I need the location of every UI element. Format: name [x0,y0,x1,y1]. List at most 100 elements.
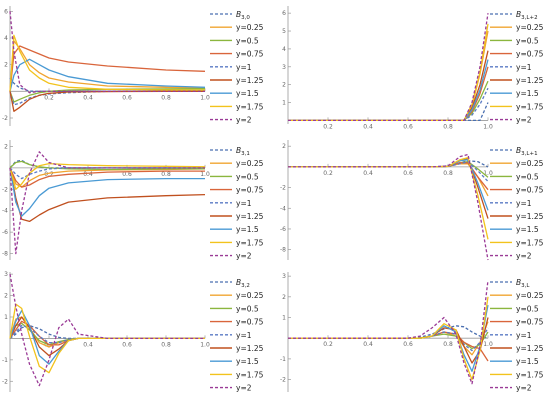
y-tick-label: 6 [4,8,8,15]
legend-title-subscript: 3,L+2 [521,15,537,21]
legend-title: B3,L+2 [516,10,538,21]
legend-label: y=2 [516,252,532,261]
legend-title-letter: B [236,278,241,287]
x-tick-label: 0.2 [44,171,54,178]
legend: B3,L y=0.25 y=0.5 y=0.75 y=1 y=1.25 y=1.5 y=1.7… [490,278,544,393]
legend: B3,L+2 y=0.25 y=0.5 y=0.75 y=1 y=1.25 y=1.5 y=1… [490,10,544,125]
x-tick-label: 0.8 [443,123,453,130]
legend-label: y=0.75 [516,50,544,59]
legend: B3,L+1 y=0.25 y=0.5 y=0.75 y=1 y=1.25 y=1.5 y=1… [490,146,544,261]
series-line-y-0-75 [9,167,205,188]
series-line-y-1-75 [9,162,206,190]
legend-label: y=0.5 [516,172,539,181]
y-tick-label: 3 [4,271,8,278]
legend-label: y=1.25 [236,344,264,353]
x-tick-label: 0.8 [161,94,171,101]
series-line-y-1-5 [9,309,205,365]
y-tick-label: -2 [2,115,8,122]
series-line-y-0-25 [9,316,205,348]
panel-2: 0.2 0.4 0.6 0.8 1.0 -8 -6 -4 -2 2 B3,1 y=0.25 y=0.5 y… [2,140,264,261]
legend-title-letter: B [236,10,241,19]
series-line-b3-l-2 [288,102,489,122]
legend-title-subscript: 3,2 [241,283,250,289]
x-tick-label: 1.0 [200,94,210,101]
legend-label: y=1 [236,331,252,340]
x-tick-label: 0.8 [443,170,453,177]
y-tick-label: 4 [4,35,8,42]
y-tick-label: 1 [282,315,286,322]
y-tick-label: 2 [282,82,286,89]
y-tick-label: 2 [4,62,8,69]
legend-label: y=1 [516,331,532,340]
legend-label: y=0.75 [236,318,264,327]
series-line-y-1-25 [288,157,489,219]
legend-label: y=1.25 [516,344,544,353]
x-tick-label: 0.4 [83,171,93,178]
series-line-y-2 [288,13,489,122]
x-tick-label: 0.8 [161,171,171,178]
legend-label: y=2 [516,116,532,125]
y-tick-label: -6 [280,226,286,233]
series-line-y-1-25 [9,90,205,112]
legend-label: y=1.75 [236,102,264,111]
legend: B3,1 y=0.25 y=0.5 y=0.75 y=1 y=1.25 y=1.5 y=1.7… [210,146,264,261]
y-tick-label: -2 [280,185,286,192]
x-tick-label: 0.4 [363,341,373,348]
legend-label: y=0.75 [236,50,264,59]
y-tick-label: -2 [280,377,286,384]
legend-label: y=0.5 [516,36,539,45]
legend-label: y=0.25 [516,159,544,168]
legend-label: y=1 [236,63,252,72]
x-tick-label: 0.2 [44,94,54,101]
y-tick-label: 2 [282,143,286,150]
y-tick-label: 4 [282,46,286,53]
legend-title: B3,L+1 [516,146,538,157]
y-tick-label: 6 [282,10,286,17]
x-tick-label: 1.0 [483,341,493,348]
legend-label: y=0.25 [236,159,264,168]
legend-label: y=0.5 [516,304,539,313]
y-tick-label: 3 [282,64,286,71]
legend-title: B3,2 [236,278,250,289]
series-line-y-0-75 [288,66,489,122]
legend-label: y=2 [236,252,252,261]
legend-title-subscript: 3,L [521,283,530,289]
series-line-y-0-5 [9,160,205,171]
x-tick-label: 0.4 [83,341,93,348]
x-tick-label: 0.6 [122,341,132,348]
x-tick-label: 0.6 [403,341,413,348]
legend-label: y=1.5 [236,357,259,366]
legend-label: y=2 [516,384,532,393]
x-tick-label: 0.4 [363,123,373,130]
y-tick-label: 3 [282,273,286,280]
legend-label: y=0.5 [236,36,259,45]
series-line-b3-2 [9,324,205,340]
x-tick-label: 0.2 [323,341,333,348]
legend-title: B3,0 [236,10,250,21]
series-line-y-2 [9,151,205,255]
series-line-y-0-25 [288,163,489,197]
legend-title-subscript: 3,0 [241,15,250,21]
panel-3: 0.2 0.4 0.6 0.8 1.0 -8 -6 -4 -2 2 B3,L+1 y=0.25 y=0.… [280,140,544,261]
x-tick-label: 0.2 [323,170,333,177]
legend-label: y=2 [236,384,252,393]
series-line-y-1-25 [288,317,489,364]
legend-label: y=2 [236,116,252,125]
legend-title-subscript: 3,1 [241,151,250,157]
legend-label: y=1.75 [516,370,544,379]
series-line-y-1 [9,324,205,344]
legend-label: y=1.75 [516,102,544,111]
legend-label: y=1.5 [236,89,259,98]
y-tick-label: 1 [4,314,8,321]
x-tick-label: 0.4 [83,94,93,101]
series-line-y-1 [288,327,489,352]
x-tick-label: 1.0 [200,341,210,348]
y-tick-label: -8 [280,247,286,254]
legend-label: y=0.5 [236,172,259,181]
x-tick-label: 0.6 [403,123,413,130]
legend-label: y=0.5 [236,304,259,313]
y-tick-label: 2 [4,143,8,150]
series-line-y-1-5 [288,59,489,122]
legend-label: y=0.75 [236,186,264,195]
